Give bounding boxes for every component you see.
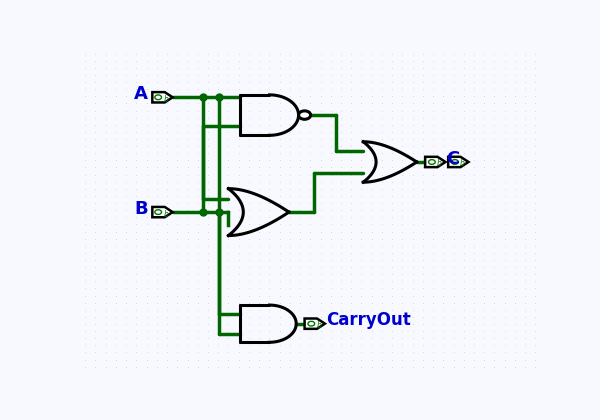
Circle shape [299, 111, 311, 119]
Text: C: C [446, 150, 460, 168]
Text: b: b [317, 321, 322, 330]
Polygon shape [448, 157, 469, 167]
Polygon shape [425, 157, 445, 167]
Polygon shape [305, 318, 325, 329]
Text: CarryOut: CarryOut [326, 312, 410, 329]
Polygon shape [152, 92, 173, 102]
Text: b: b [460, 160, 465, 168]
Text: A: A [134, 85, 148, 103]
Text: B: B [134, 200, 148, 218]
Polygon shape [152, 207, 173, 217]
Text: b: b [163, 95, 169, 104]
Text: b: b [163, 210, 169, 218]
Text: b: b [437, 160, 442, 168]
